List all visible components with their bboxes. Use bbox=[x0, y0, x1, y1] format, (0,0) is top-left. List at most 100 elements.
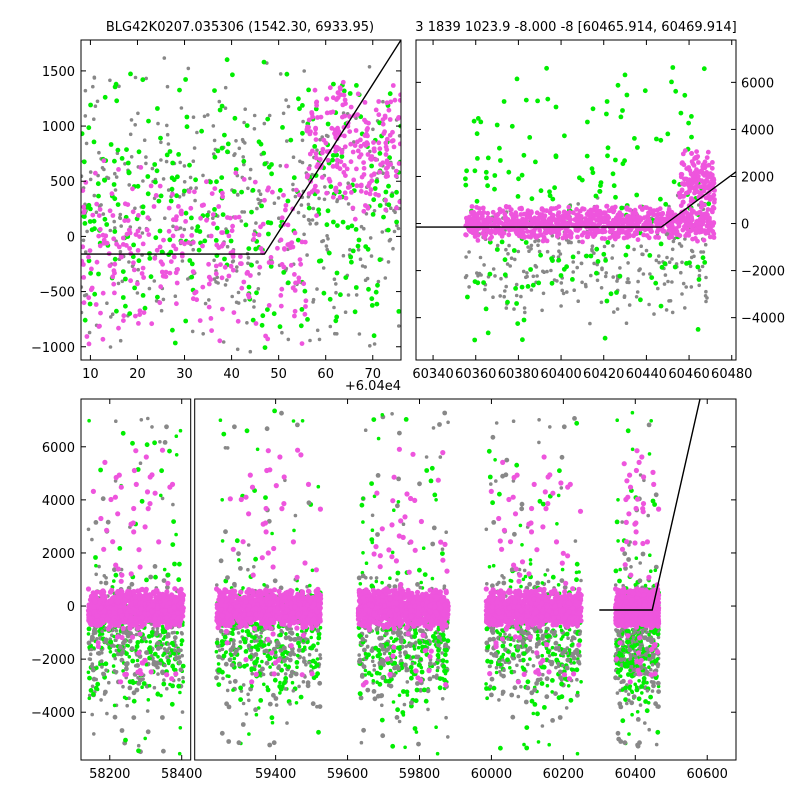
magenta-point bbox=[312, 187, 317, 192]
magenta-point bbox=[174, 616, 180, 623]
grey-point bbox=[114, 670, 119, 674]
magenta-point bbox=[513, 210, 519, 216]
magenta-point bbox=[304, 127, 310, 132]
green-point bbox=[654, 136, 659, 142]
green-point bbox=[175, 174, 180, 180]
magenta-point bbox=[97, 227, 103, 232]
green-point bbox=[523, 240, 529, 245]
x-tick-label: 60460 bbox=[668, 367, 709, 382]
grey-point bbox=[301, 119, 305, 124]
green-point bbox=[111, 664, 116, 668]
green-point bbox=[634, 192, 640, 198]
y-tick-label: 0 bbox=[67, 230, 75, 245]
magenta-point bbox=[498, 230, 503, 236]
green-point bbox=[247, 732, 251, 736]
green-point bbox=[354, 83, 359, 88]
green-point bbox=[296, 653, 300, 658]
green-point bbox=[474, 198, 480, 204]
grey-point bbox=[116, 281, 121, 286]
y-tick-label: 4000 bbox=[741, 123, 774, 138]
grey-point bbox=[244, 712, 249, 716]
green-point bbox=[316, 729, 321, 735]
grey-point bbox=[599, 300, 604, 305]
magenta-point bbox=[393, 173, 399, 179]
grey-point bbox=[595, 278, 600, 283]
grey-point bbox=[703, 242, 708, 247]
grey-point bbox=[663, 273, 668, 277]
magenta-point bbox=[176, 204, 181, 209]
green-point bbox=[234, 538, 240, 544]
magenta-point bbox=[376, 99, 382, 104]
magenta-point bbox=[574, 207, 579, 212]
grey-point bbox=[227, 657, 233, 663]
green-point bbox=[310, 658, 316, 664]
green-point bbox=[689, 134, 694, 140]
green-point bbox=[82, 221, 88, 226]
grey-point bbox=[92, 117, 96, 121]
green-point bbox=[178, 690, 182, 695]
grey-point bbox=[83, 88, 88, 93]
green-point bbox=[86, 626, 92, 632]
grey-point bbox=[125, 703, 129, 708]
magenta-point bbox=[251, 236, 257, 242]
magenta-point bbox=[694, 170, 699, 175]
grey-point bbox=[276, 672, 280, 676]
magenta-point bbox=[586, 210, 592, 215]
green-point bbox=[254, 712, 259, 717]
magenta-point bbox=[169, 593, 175, 600]
green-point bbox=[266, 164, 272, 170]
grey-point bbox=[166, 142, 171, 146]
green-point bbox=[509, 123, 515, 129]
green-point bbox=[134, 644, 140, 649]
grey-point bbox=[315, 221, 319, 226]
grey-point bbox=[211, 216, 215, 220]
green-point bbox=[284, 71, 290, 77]
green-point bbox=[261, 59, 267, 65]
magenta-point bbox=[218, 262, 223, 267]
magenta-point bbox=[258, 246, 264, 251]
green-point bbox=[222, 634, 228, 640]
magenta-point bbox=[131, 467, 137, 474]
green-point bbox=[296, 96, 301, 102]
grey-point bbox=[181, 192, 186, 197]
magenta-point bbox=[303, 298, 309, 304]
magenta-point bbox=[597, 218, 603, 223]
magenta-point bbox=[107, 208, 113, 214]
green-point bbox=[647, 253, 653, 258]
grey-point bbox=[602, 244, 607, 249]
green-point bbox=[96, 193, 101, 199]
green-point bbox=[205, 212, 210, 218]
grey-point bbox=[636, 279, 640, 284]
grey-point bbox=[277, 216, 281, 220]
magenta-point bbox=[83, 180, 89, 185]
grey-point bbox=[112, 219, 116, 224]
magenta-point bbox=[561, 216, 566, 221]
grey-point bbox=[315, 704, 319, 709]
magenta-point bbox=[147, 474, 153, 480]
green-point bbox=[278, 680, 282, 685]
magenta-point bbox=[501, 230, 507, 236]
grey-point bbox=[372, 342, 377, 346]
green-point bbox=[682, 92, 688, 98]
green-point bbox=[552, 185, 557, 191]
green-point bbox=[152, 651, 158, 657]
grey-point bbox=[218, 628, 224, 634]
magenta-point bbox=[649, 229, 654, 235]
grey-point bbox=[325, 234, 329, 238]
magenta-point bbox=[602, 236, 608, 242]
grey-point bbox=[161, 297, 166, 302]
magenta-point bbox=[373, 191, 378, 197]
green-point bbox=[172, 340, 178, 346]
magenta-point bbox=[341, 170, 347, 175]
green-point bbox=[246, 246, 252, 252]
green-point bbox=[499, 239, 505, 245]
green-point bbox=[159, 693, 163, 698]
grey-point bbox=[159, 158, 163, 162]
magenta-point bbox=[110, 539, 116, 545]
green-point bbox=[250, 187, 256, 193]
magenta-point bbox=[570, 222, 575, 228]
magenta-point bbox=[361, 160, 366, 166]
magenta-point bbox=[538, 212, 543, 217]
green-point bbox=[169, 186, 175, 192]
grey-point bbox=[603, 274, 608, 279]
